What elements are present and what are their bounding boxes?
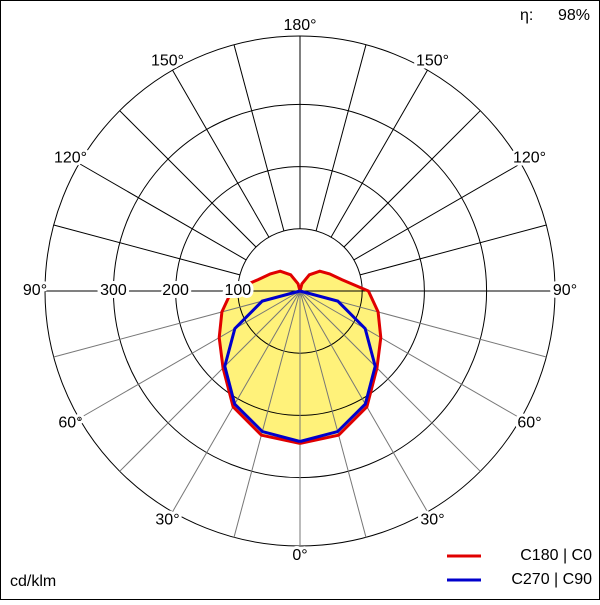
spoke [315, 44, 367, 232]
spoke [299, 290, 367, 538]
angle-tick-label: 30° [420, 512, 444, 529]
spoke [233, 44, 285, 232]
legend-label: C270 | C90 [511, 571, 592, 588]
angle-tick-label: 180° [283, 17, 316, 34]
spoke [119, 110, 257, 248]
r-tick-label: 200 [162, 282, 189, 299]
angle-tick-label: 60° [58, 415, 82, 432]
spoke [172, 290, 301, 513]
intensity-curve [299, 289, 377, 443]
angle-tick-label: 150° [416, 53, 449, 70]
spoke [299, 290, 428, 513]
spoke [330, 69, 428, 238]
intensity-curve [223, 289, 301, 443]
spoke [78, 163, 247, 261]
spoke [359, 224, 547, 276]
r-tick-label: 100 [224, 282, 251, 299]
spoke [353, 163, 522, 261]
spoke [172, 69, 270, 238]
angle-tick-label: 30° [155, 512, 179, 529]
spoke [233, 290, 301, 538]
angle-tick-label: 150° [151, 53, 184, 70]
angle-tick-label: 0° [292, 547, 307, 564]
legend-label: C180 | C0 [520, 547, 592, 564]
spoke [299, 290, 481, 472]
angle-tick-label: 120° [54, 150, 87, 167]
spoke [53, 224, 241, 276]
angle-tick-label: 120° [513, 150, 546, 167]
spoke [78, 290, 301, 419]
spoke [299, 290, 522, 419]
spoke [299, 290, 547, 358]
spoke [53, 290, 301, 358]
angle-tick-label: 90° [23, 282, 47, 299]
spoke [119, 290, 301, 472]
intensity-fill [219, 271, 300, 444]
spoke [343, 110, 481, 248]
angle-tick-label: 90° [553, 282, 577, 299]
angle-tick-label: 60° [517, 415, 541, 432]
unit-label: cd/klm [10, 573, 56, 590]
intensity-curve [217, 269, 302, 445]
intensity-fill [300, 271, 381, 444]
efficiency-label: η: [520, 7, 533, 24]
r-tick-label: 300 [100, 282, 127, 299]
intensity-curve [298, 269, 383, 445]
efficiency: 98% [558, 7, 590, 24]
